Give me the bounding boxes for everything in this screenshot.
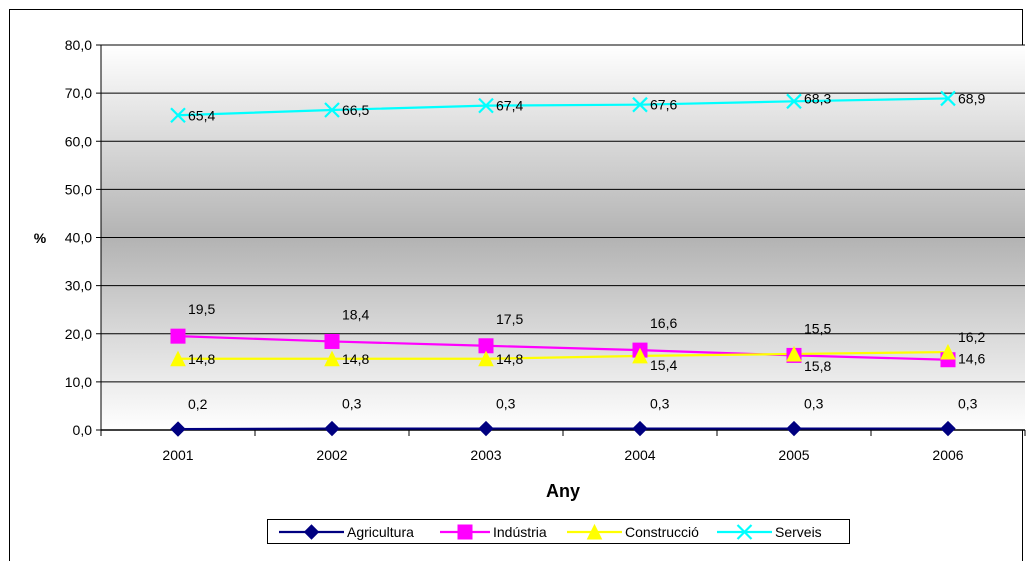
data-label: 14,6: [958, 351, 985, 367]
data-point-serveis: [786, 93, 802, 110]
data-label: 16,2: [958, 329, 985, 345]
legend-marker: [586, 523, 603, 540]
marker-stroke: [940, 90, 956, 107]
data-point-serveis: [478, 97, 494, 114]
data-point-agricultura: [324, 420, 340, 437]
data-point-agricultura: [478, 420, 494, 437]
x-axis-label: Any: [546, 481, 580, 501]
data-label: 18,4: [342, 306, 369, 322]
data-label: 14,8: [342, 351, 369, 367]
y-tick-label: 20,0: [65, 326, 92, 342]
data-label: 0,3: [650, 396, 670, 412]
legend-marker: [457, 524, 473, 540]
y-tick-label: 60,0: [65, 133, 92, 149]
data-label: 14,8: [496, 351, 523, 367]
y-tick-label: 30,0: [65, 278, 92, 294]
y-tick-label: 70,0: [65, 85, 92, 101]
legend-item-serveis: Serveis: [717, 524, 822, 540]
data-point-serveis: [940, 90, 956, 107]
legend: Agricultura Indústria Construcció Serveis: [267, 519, 850, 544]
x-tick-label: 2005: [778, 447, 809, 463]
data-point-serveis: [324, 102, 340, 118]
data-label: 0,3: [958, 396, 978, 412]
y-tick-label: 0,0: [73, 422, 93, 438]
data-point-construccio: [324, 350, 340, 367]
marker-stroke: [786, 93, 802, 110]
data-label: 15,5: [804, 320, 831, 336]
data-label: 15,4: [650, 357, 677, 373]
y-tick-label: 50,0: [65, 181, 92, 197]
x-tick-label: 2002: [316, 447, 347, 463]
marker-stroke: [478, 97, 494, 114]
marker-stroke: [632, 96, 648, 113]
marker-stroke: [170, 107, 186, 124]
data-label: 68,3: [804, 90, 831, 106]
x-tick-label: 2004: [624, 447, 655, 463]
data-label: 68,9: [958, 90, 985, 106]
data-point-construccio: [786, 345, 802, 362]
data-label: 19,5: [188, 301, 215, 317]
legend-marker: [303, 524, 320, 540]
series-line-serveis: [177, 97, 949, 117]
legend-item-industria: Indústria: [440, 524, 547, 540]
data-point-construccio: [940, 343, 956, 360]
legend-label: Serveis: [775, 524, 822, 540]
data-label: 17,5: [496, 311, 523, 327]
y-tick-label: 10,0: [65, 374, 92, 390]
data-label: 0,3: [496, 396, 516, 412]
y-tick-label: 80,0: [65, 37, 92, 53]
y-axis-label: %: [34, 230, 47, 246]
data-point-industria: [324, 333, 340, 349]
data-label: 0,3: [804, 396, 824, 412]
y-tick-label: 40,0: [65, 230, 92, 246]
x-tick-label: 2003: [470, 447, 501, 463]
data-point-serveis: [632, 96, 648, 113]
series-line-industria: [177, 335, 949, 361]
legend-label: Construcció: [625, 524, 699, 540]
data-label: 65,4: [188, 107, 215, 123]
data-label: 16,6: [650, 315, 677, 331]
data-label: 67,4: [496, 98, 523, 114]
legend-label: Indústria: [493, 524, 547, 540]
data-label: 14,8: [188, 351, 215, 367]
legend-item-construccio: Construcció: [567, 523, 699, 540]
marker-stroke: [736, 524, 753, 540]
x-tick-label: 2001: [162, 447, 193, 463]
data-label: 67,6: [650, 97, 677, 113]
data-point-agricultura: [170, 421, 186, 437]
data-label: 66,5: [342, 102, 369, 118]
legend-marker: [736, 524, 753, 540]
data-point-agricultura: [632, 420, 648, 437]
data-point-construccio: [478, 350, 494, 367]
data-point-serveis: [170, 107, 186, 124]
legend-item-agricultura: Agricultura: [279, 524, 414, 540]
data-point-agricultura: [940, 420, 956, 437]
series-line-construccio: [178, 350, 949, 360]
legend-label: Agricultura: [347, 524, 414, 540]
data-point-construccio: [170, 350, 186, 367]
data-point-construccio: [632, 347, 648, 364]
data-point-agricultura: [786, 420, 802, 437]
data-point-industria: [170, 328, 186, 344]
data-label: 15,8: [804, 358, 831, 374]
marker-stroke: [324, 102, 340, 118]
data-label: 0,2: [188, 396, 208, 412]
x-tick-label: 2006: [932, 447, 963, 463]
data-label: 0,3: [342, 396, 362, 412]
